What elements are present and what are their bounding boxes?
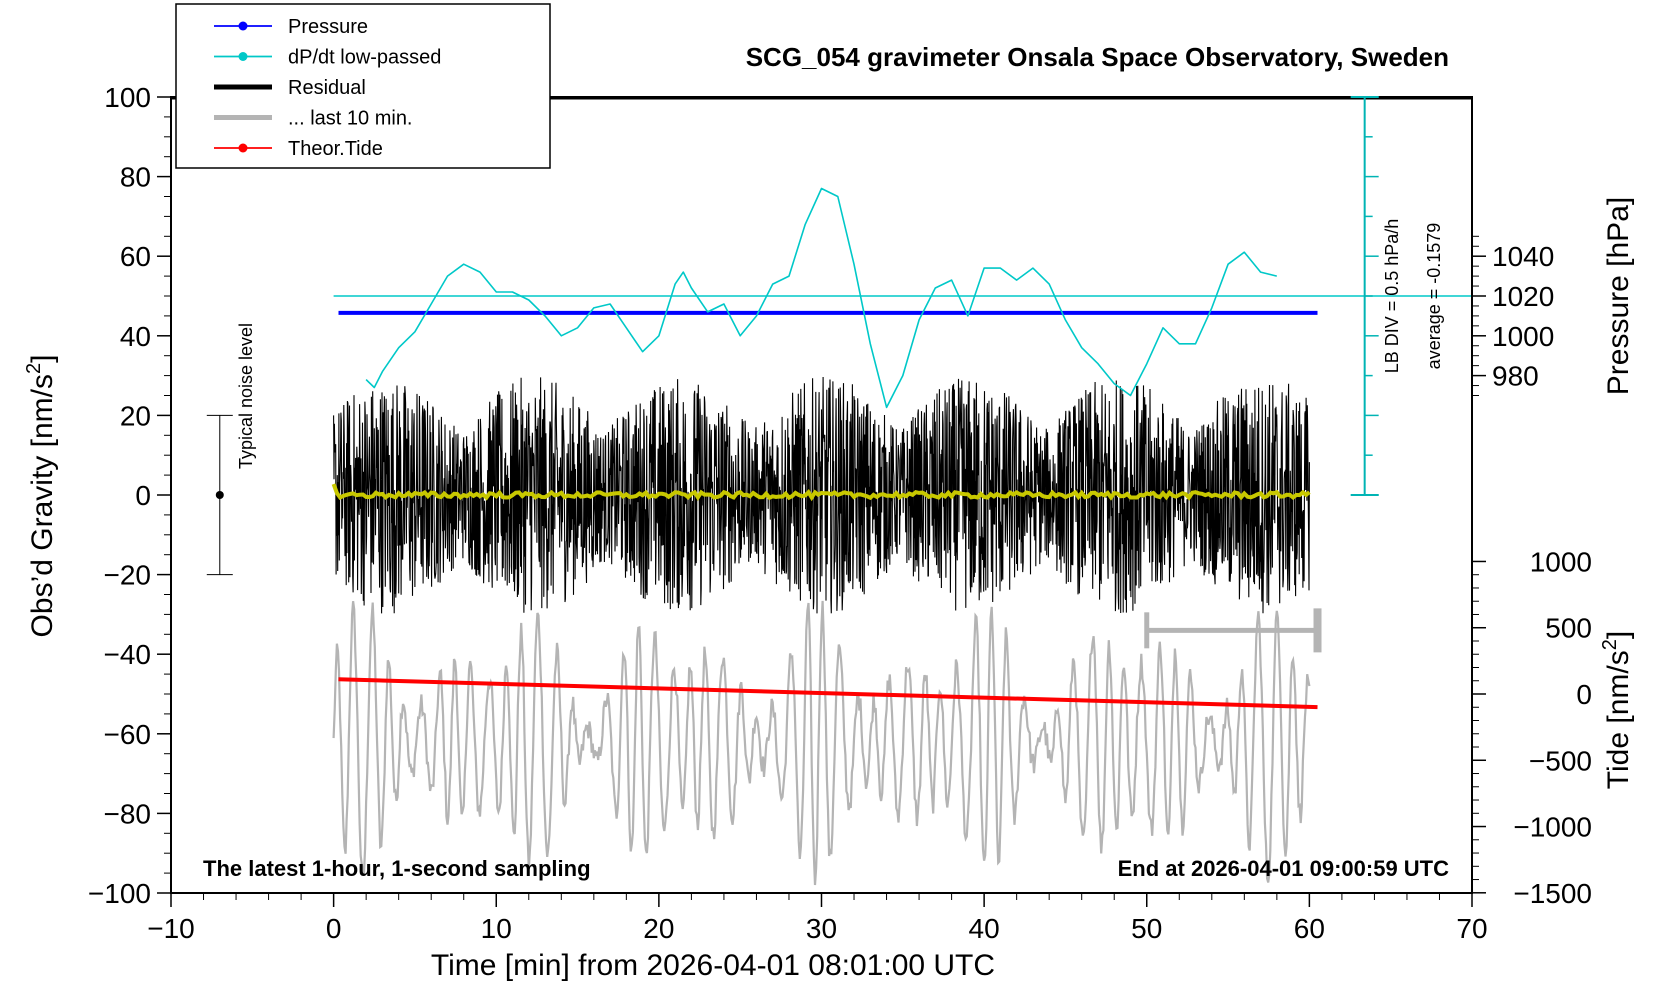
y-axis-label-left-sup: 2 <box>23 363 45 374</box>
residual-trace <box>333 376 1310 614</box>
y-tick-label-left: −60 <box>104 719 152 750</box>
tide-tick-label: −500 <box>1529 745 1592 776</box>
legend-label: Residual <box>288 77 366 99</box>
noise-bar-center-dot <box>215 491 224 499</box>
footer-left: The latest 1-hour, 1-second sampling <box>203 856 591 881</box>
x-tick-label: 50 <box>1131 913 1162 944</box>
footer-right: End at 2026-04-01 09:00:59 UTC <box>1118 856 1449 881</box>
tide-tick-label: −1500 <box>1513 878 1592 909</box>
y-tick-label-left: −20 <box>104 560 152 591</box>
dpdt-lowpassed-line <box>365 187 1277 409</box>
x-axis-label: Time [min] from 2026-04-01 08:01:00 UTC <box>431 949 995 982</box>
legend-label: dP/dt low-passed <box>288 47 441 69</box>
y-tick-label-left: 0 <box>135 480 151 511</box>
legend-label: Theor.Tide <box>288 138 383 160</box>
x-tick-label: 60 <box>1294 913 1325 944</box>
legend-label: Pressure <box>288 16 368 38</box>
y-tick-label-left: 20 <box>120 400 151 431</box>
x-tick-label: −10 <box>147 913 195 944</box>
theoretical-tide-line <box>338 677 1318 710</box>
pressure-tick-label: 1040 <box>1492 241 1554 272</box>
y-tick-label-left: 40 <box>120 321 151 352</box>
y-tick-label-left: −80 <box>104 798 152 829</box>
x-tick-label: 70 <box>1456 913 1487 944</box>
y-tick-label-left: 100 <box>104 82 151 113</box>
legend-swatch-dot <box>238 52 248 61</box>
last-10-min-trace <box>332 600 1311 886</box>
axes-layer: −10 0 10 20 30 40 50 60 70100806040200−20−40−60−… <box>88 82 1592 944</box>
x-tick-label: 10 <box>481 913 512 944</box>
y-tick-label-left: 60 <box>120 241 151 272</box>
x-tick-label: 40 <box>969 913 1000 944</box>
pressure-annotation-div: LB DIV = 0.5 hPa/h <box>1382 219 1402 374</box>
x-tick-label: 20 <box>643 913 674 944</box>
tide-tick-label: 1000 <box>1530 546 1592 577</box>
chart-title: SCG_054 gravimeter Onsala Space Observat… <box>746 42 1449 72</box>
x-tick-label: 0 <box>326 913 342 944</box>
y-tick-label-left: −40 <box>104 639 152 670</box>
pressure-tick-label: 1020 <box>1492 281 1554 312</box>
tide-tick-label: 500 <box>1545 613 1592 644</box>
legend: Pressure dP/dt low-passed Residual ... last… <box>175 3 551 169</box>
legend-label: ... last 10 min. <box>288 108 413 130</box>
tide-tick-label: 0 <box>1576 679 1592 710</box>
y-axis-label-left: Obs’d Gravity [nm/s2] <box>23 355 59 638</box>
y-axis-label-pressure: Pressure [hPa] <box>1602 197 1635 395</box>
x-tick-label: 30 <box>806 913 837 944</box>
y-tick-label-left: 80 <box>120 162 151 193</box>
y-axis-label-left-end: ] <box>26 355 59 363</box>
plot-layer <box>206 187 1472 886</box>
tide-tick-label: −1000 <box>1513 812 1592 843</box>
noise-level-label: Typical noise level <box>236 323 256 469</box>
y-axis-label-tide-end: ] <box>1602 631 1635 639</box>
pressure-annotation-average: average = -0.1579 <box>1424 223 1444 370</box>
residual-smoothed-line <box>331 483 1311 502</box>
y-axis-label-tide-sup: 2 <box>1599 639 1621 650</box>
pressure-tick-label: 980 <box>1492 361 1539 392</box>
y-axis-label-tide: Tide [nm/s2] <box>1599 631 1635 789</box>
legend-swatch-dot <box>238 143 248 153</box>
pressure-tick-label: 1000 <box>1492 321 1554 352</box>
y-tick-label-left: −100 <box>88 878 151 909</box>
legend-swatch-dot <box>238 21 248 31</box>
